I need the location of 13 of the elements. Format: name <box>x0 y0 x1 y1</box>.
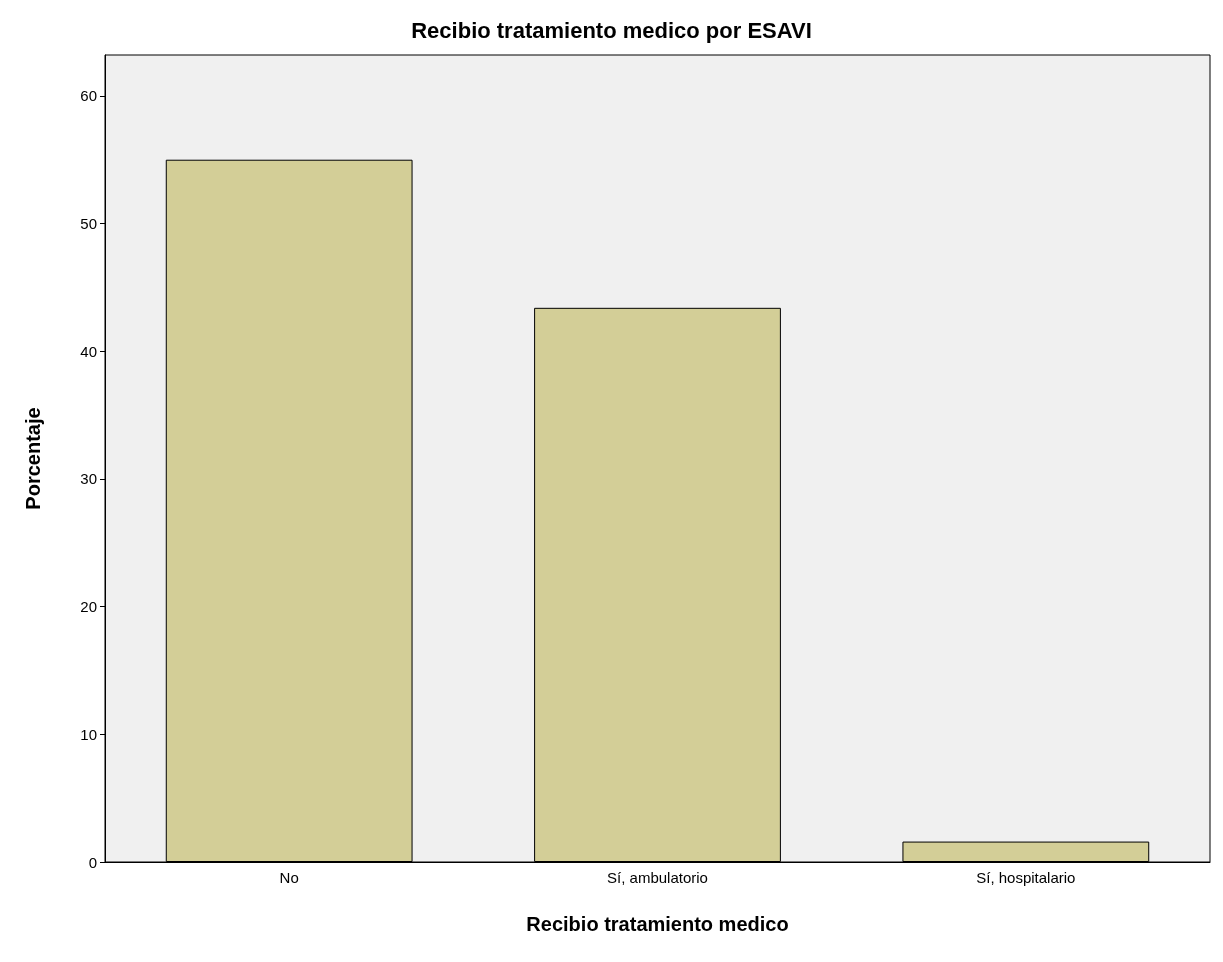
y-tick-label: 40 <box>80 342 97 360</box>
y-tick-label: 60 <box>80 87 97 105</box>
x-tick-label: Sí, hospitalario <box>976 869 1076 886</box>
y-tick-label: 0 <box>88 853 97 871</box>
y-tick-label: 10 <box>80 725 97 743</box>
y-tick-label: 30 <box>80 470 97 488</box>
y-axis-title: Porcentaje <box>22 407 44 510</box>
x-tick-label: No <box>279 869 299 886</box>
y-tick-label: 20 <box>80 598 97 616</box>
chart-title: Recibio tratamiento medico por ESAVI <box>411 17 812 43</box>
x-axis-title: Recibio tratamiento medico <box>526 913 789 935</box>
x-tick-label: Sí, ambulatorio <box>607 869 708 886</box>
y-tick-label: 50 <box>80 215 97 233</box>
